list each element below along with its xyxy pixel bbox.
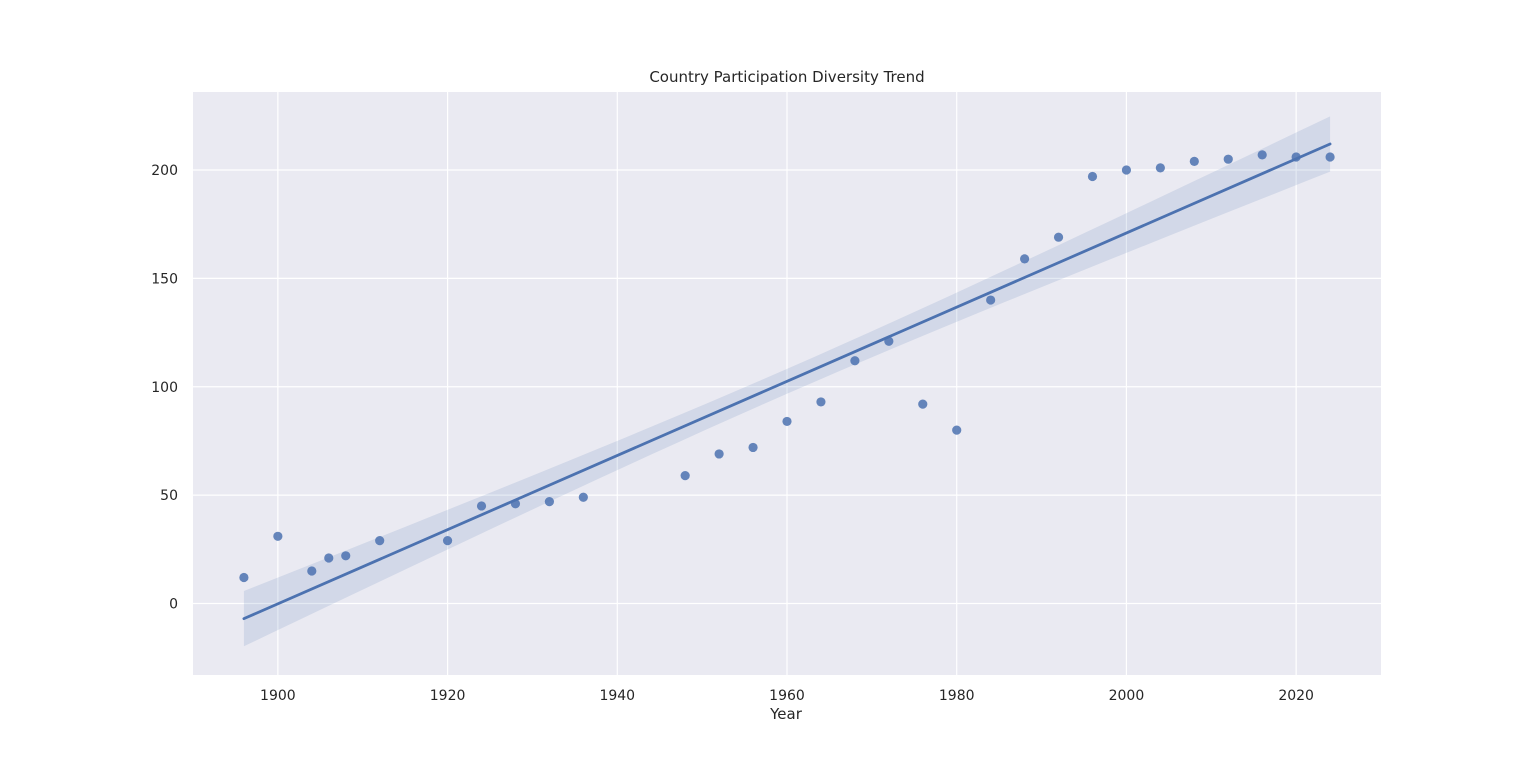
data-point — [1257, 150, 1267, 160]
y-tick-label: 100 — [151, 380, 178, 396]
x-tick-label: 1900 — [260, 688, 296, 704]
data-point — [782, 416, 792, 427]
x-tick-label: 2000 — [1109, 688, 1145, 704]
data-point — [1291, 152, 1301, 162]
data-point — [918, 399, 928, 409]
data-point — [1020, 254, 1030, 264]
data-point — [1223, 154, 1233, 164]
data-point — [748, 442, 758, 453]
x-axis-title: Year — [769, 705, 803, 723]
chart-title: Country Participation Diversity Trend — [649, 68, 924, 86]
data-point — [307, 566, 317, 576]
data-point — [714, 449, 724, 459]
y-tick-label: 0 — [169, 596, 178, 612]
data-point — [341, 551, 351, 561]
data-point — [1155, 163, 1165, 173]
x-tick-label: 1960 — [769, 688, 805, 704]
x-tick-labels: 1900 1920 1940 1960 1980 2000 2020 — [260, 688, 1314, 704]
data-point — [544, 497, 555, 507]
data-point — [1325, 152, 1335, 162]
data-point — [1121, 165, 1132, 175]
data-point — [324, 553, 334, 563]
x-tick-label: 1920 — [430, 688, 466, 704]
data-point — [884, 336, 894, 346]
data-point — [1087, 171, 1098, 182]
regression-line — [242, 142, 1332, 621]
data-point — [578, 492, 588, 502]
data-point — [1053, 232, 1064, 242]
regression-line-layer — [242, 142, 1332, 621]
data-point — [375, 536, 385, 546]
y-tick-label: 200 — [151, 163, 178, 179]
data-point — [239, 572, 249, 583]
data-points — [239, 150, 1335, 583]
data-point — [442, 536, 453, 546]
data-point — [476, 501, 487, 511]
data-point — [816, 397, 826, 407]
data-point — [986, 295, 996, 305]
data-point — [680, 471, 690, 481]
data-point — [1189, 156, 1199, 166]
x-tick-label: 1980 — [939, 688, 975, 704]
grid-lines — [193, 92, 1381, 675]
data-point — [850, 356, 860, 366]
data-point — [510, 499, 521, 509]
x-tick-label: 2020 — [1278, 688, 1314, 704]
data-point — [273, 531, 283, 541]
data-point — [952, 425, 962, 435]
y-tick-label: 150 — [151, 271, 178, 287]
y-tick-labels: 0 50 100 150 200 — [151, 163, 178, 612]
x-tick-label: 1940 — [599, 688, 635, 704]
y-tick-label: 50 — [160, 488, 178, 504]
